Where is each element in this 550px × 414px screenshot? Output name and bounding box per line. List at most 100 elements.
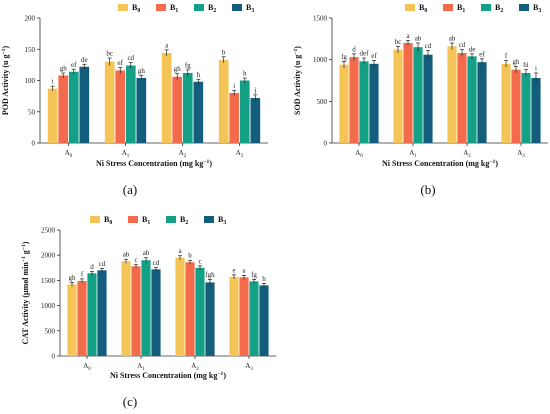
y-tick-label: 1500: [313, 15, 328, 23]
bar: [67, 284, 77, 356]
chart-panel-2: B0 B1 B2 B3 0 500 1000 1500 SOD Activity (u g−1)…: [293, 3, 548, 197]
chart-legend: B0 B1 B2 B3: [90, 215, 226, 226]
bar: [47, 88, 58, 143]
x-tick-label: A1: [122, 149, 130, 159]
bar: [97, 270, 107, 356]
legend-label: B2: [495, 3, 503, 14]
legend-swatch: [166, 216, 176, 223]
bar: [423, 54, 433, 143]
legend-swatch: [90, 216, 100, 223]
significance-letter: bc: [106, 50, 113, 58]
bar: [413, 47, 423, 143]
significance-letter: i: [233, 82, 235, 90]
significance-letter: f: [505, 52, 508, 60]
x-tick-label: A3: [236, 149, 244, 159]
x-tick-label: A0: [65, 149, 73, 159]
y-tick-label: 50: [28, 108, 36, 116]
significance-letter: c: [198, 257, 201, 265]
legend-label: B3: [218, 215, 226, 226]
bar: [229, 93, 240, 143]
y-tick-label: 1000: [41, 302, 56, 310]
significance-letter: e: [242, 267, 245, 275]
panel-label: (b): [420, 182, 435, 197]
bar: [477, 62, 487, 143]
y-axis-label: CAT Activity (μmol min−1 g−1): [21, 241, 30, 344]
significance-letter: gh: [69, 274, 77, 282]
x-tick-label: A2: [463, 149, 471, 159]
significance-letter: fg: [251, 271, 257, 279]
x-tick-label: A3: [245, 362, 253, 372]
bar: [185, 262, 195, 356]
bar: [369, 63, 379, 144]
bar: [182, 73, 193, 143]
legend-label: B1: [170, 3, 178, 14]
y-tick-label: 200: [25, 15, 36, 23]
significance-letter: e: [232, 266, 235, 274]
x-tick-label: A3: [517, 149, 525, 159]
significance-letter: h: [262, 275, 266, 283]
y-tick-label: 500: [317, 98, 328, 106]
significance-letter: cd: [127, 54, 134, 62]
significance-letter: de: [469, 45, 476, 53]
significance-letter: cd: [459, 41, 466, 49]
bar: [115, 70, 126, 143]
legend-swatch: [194, 4, 204, 11]
bar: [79, 66, 90, 143]
significance-letter: j: [253, 86, 256, 94]
significance-letter: ab: [449, 35, 456, 43]
bar: [521, 73, 531, 143]
bar: [239, 80, 250, 143]
bar: [151, 269, 161, 356]
y-axis-label: SOD Activity (u g−1): [293, 46, 302, 115]
significance-letter: f: [81, 270, 84, 278]
significance-letter: gh: [174, 65, 182, 73]
x-tick-label: A0: [83, 362, 91, 372]
bar: [125, 65, 136, 143]
bar: [68, 71, 79, 143]
y-tick-label: 1500: [41, 277, 56, 285]
chart-legend: B0 B1 B2 B3: [405, 3, 541, 14]
legend-label: B0: [132, 3, 140, 14]
y-tick-label: 0: [52, 353, 56, 361]
legend-label: B0: [104, 215, 112, 226]
x-axis-label: Ni Stress Concentration (mg kg−1): [110, 371, 226, 380]
bar: [141, 260, 151, 356]
significance-letter: cd: [425, 42, 432, 50]
significance-letter: fg: [341, 53, 347, 61]
y-tick-label: 500: [45, 327, 56, 335]
significance-letter: ab: [123, 251, 130, 259]
chart-panel-1: B0 B1 B2 B3 0 50 100 150 200 POD Activity (u g−1)…: [1, 3, 268, 197]
significance-letter: h: [243, 70, 247, 78]
legend-label: B3: [246, 3, 254, 14]
x-tick-label: A1: [137, 362, 145, 372]
legend-swatch: [156, 4, 166, 11]
legend-swatch: [128, 216, 138, 223]
bar: [161, 53, 172, 143]
significance-letter: def: [360, 50, 370, 58]
legend-swatch: [204, 216, 214, 223]
bar: [457, 53, 467, 143]
bar: [172, 76, 183, 143]
legend-label: B1: [457, 3, 465, 14]
bar: [104, 61, 115, 143]
y-tick-label: 2500: [41, 227, 56, 235]
x-tick-label: A0: [355, 149, 363, 159]
x-tick-label: A2: [191, 362, 199, 372]
legend-swatch: [405, 4, 415, 11]
bar: [239, 277, 249, 356]
bar: [249, 281, 259, 356]
significance-letter: i: [52, 78, 54, 86]
bar: [531, 78, 541, 143]
legend-label: B2: [208, 3, 216, 14]
y-tick-label: 150: [25, 46, 36, 54]
y-tick-label: 1000: [313, 56, 328, 64]
significance-letter: d: [352, 45, 356, 53]
x-axis-label: Ni Stress Concentration (mg kg−1): [96, 159, 212, 168]
bar: [131, 266, 141, 356]
significance-letter: a: [178, 247, 182, 255]
bar: [250, 98, 261, 143]
y-tick-label: 100: [25, 77, 36, 85]
bar: [349, 57, 359, 143]
significance-letter: ef: [479, 50, 485, 58]
significance-letter: ef: [371, 52, 377, 60]
